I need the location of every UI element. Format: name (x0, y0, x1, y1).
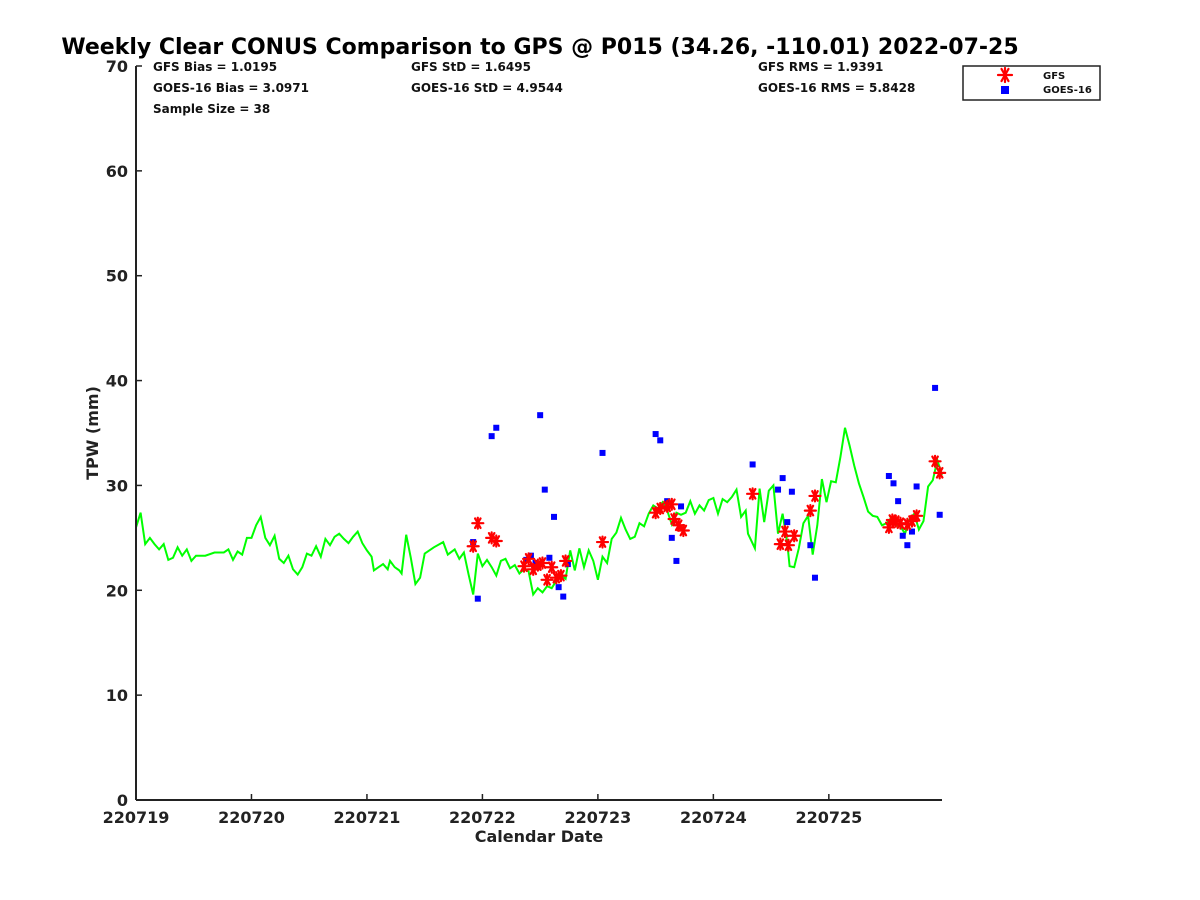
x-tick-label: 220721 (334, 808, 401, 827)
gfs-data-point (781, 538, 796, 552)
gfs-data-point (535, 556, 550, 570)
goes-data-point (537, 412, 544, 419)
goes-data-point (932, 384, 939, 391)
gfs-std-stat: GFS StD = 1.6495 (411, 60, 531, 74)
goes-data-point (807, 542, 814, 549)
sample-size-stat: Sample Size = 38 (153, 102, 270, 116)
x-tick-label: 220723 (564, 808, 631, 827)
legend-gfs-label: GFS (1043, 71, 1065, 82)
gfs-data-point (558, 554, 573, 568)
y-axis-ticks: 0 10 20 30 40 50 60 70 (106, 57, 142, 810)
goes-data-point (599, 449, 606, 456)
gfs-data-point (466, 539, 480, 553)
goes-data-point (668, 534, 675, 541)
x-tick-label: 220725 (795, 808, 862, 827)
x-tick-label: 220722 (449, 808, 516, 827)
gfs-data-point (746, 487, 760, 501)
goes-bias-stat: GOES-16 Bias = 3.0971 (153, 81, 309, 95)
legend-goes-label: GOES-16 (1043, 85, 1092, 96)
y-tick-label: 10 (106, 686, 128, 705)
goes-data-point (779, 475, 786, 482)
x-tick-label: 220720 (218, 808, 285, 827)
goes-data-point (788, 488, 795, 495)
chart-title: Weekly Clear CONUS Comparison to GPS @ P… (61, 35, 1018, 60)
gfs-data-point (545, 560, 559, 574)
goes-data-point (890, 480, 897, 487)
y-tick-label: 30 (106, 476, 128, 495)
gfs-data-point (928, 454, 942, 468)
goes-std-stat: GOES-16 StD = 4.9544 (411, 81, 563, 95)
goes-data-point (551, 513, 558, 520)
y-tick-label: 40 (106, 372, 128, 391)
goes-data-point (652, 431, 659, 438)
plot-area (135, 384, 947, 602)
legend-gfs-asterisk (996, 66, 1014, 84)
gfs-bias-stat: GFS Bias = 1.0195 (153, 60, 277, 74)
goes-data-point (913, 483, 920, 490)
goes-data-point (775, 486, 782, 493)
gfs-data-point (471, 516, 485, 530)
goes-rms-stat: GOES-16 RMS = 5.8428 (758, 81, 915, 95)
gfs-data-point (808, 489, 822, 503)
legend-box (962, 65, 1101, 101)
gfs-data-point (540, 573, 554, 587)
gfs-data-point (787, 529, 801, 543)
goes-data-point (488, 433, 495, 440)
goes-data-point (908, 528, 915, 535)
goes-data-point (678, 503, 685, 510)
goes-data-point (936, 511, 943, 518)
goes-data-point (904, 542, 911, 549)
goes-data-point (885, 472, 892, 479)
gfs-data-point (676, 523, 690, 538)
goes-data-point (555, 584, 562, 591)
gfs-data-point (554, 569, 568, 583)
goes-data-point (749, 461, 756, 468)
gps-series-line (135, 427, 943, 597)
y-tick-label: 70 (106, 57, 128, 76)
gfs-data-point (933, 466, 947, 480)
goes-data-point (673, 557, 680, 564)
x-tick-label: 220719 (103, 808, 170, 827)
gfs-data-point (665, 497, 679, 511)
y-tick-label: 0 (117, 791, 128, 810)
goes-data-point (899, 532, 906, 539)
goes-data-point (474, 595, 481, 602)
legend: GFS GOES-16 (962, 65, 1101, 101)
goes-data-point (541, 486, 548, 493)
x-axis-label: Calendar Date (475, 827, 604, 846)
y-tick-label: 20 (106, 581, 128, 600)
goes-data-point (546, 554, 553, 561)
gfs-data-point (803, 503, 817, 518)
goes-data-point (493, 424, 500, 431)
gfs-data-point (778, 524, 792, 539)
gfs-data-point (522, 552, 536, 566)
gfs-data-point (489, 534, 503, 548)
goes-data-point (560, 593, 567, 600)
legend-goes-marker (1001, 86, 1009, 94)
legend-gfs-marker (996, 66, 1014, 84)
x-axis-ticks: 220719 220720 220721 220722 220723 220724 2207… (103, 794, 862, 827)
gfs-data-point (595, 535, 610, 549)
x-tick-label: 220724 (680, 808, 747, 827)
goes-data-point (895, 498, 902, 505)
goes-data-point (811, 574, 818, 581)
goes-data-point (784, 519, 791, 526)
y-tick-label: 60 (106, 162, 128, 181)
goes-data-point (657, 437, 664, 444)
gfs-rms-stat: GFS RMS = 1.9391 (758, 60, 883, 74)
gfs-data-point (909, 509, 924, 523)
y-tick-label: 50 (106, 267, 128, 286)
y-axis-label: TPW (mm) (83, 386, 102, 480)
